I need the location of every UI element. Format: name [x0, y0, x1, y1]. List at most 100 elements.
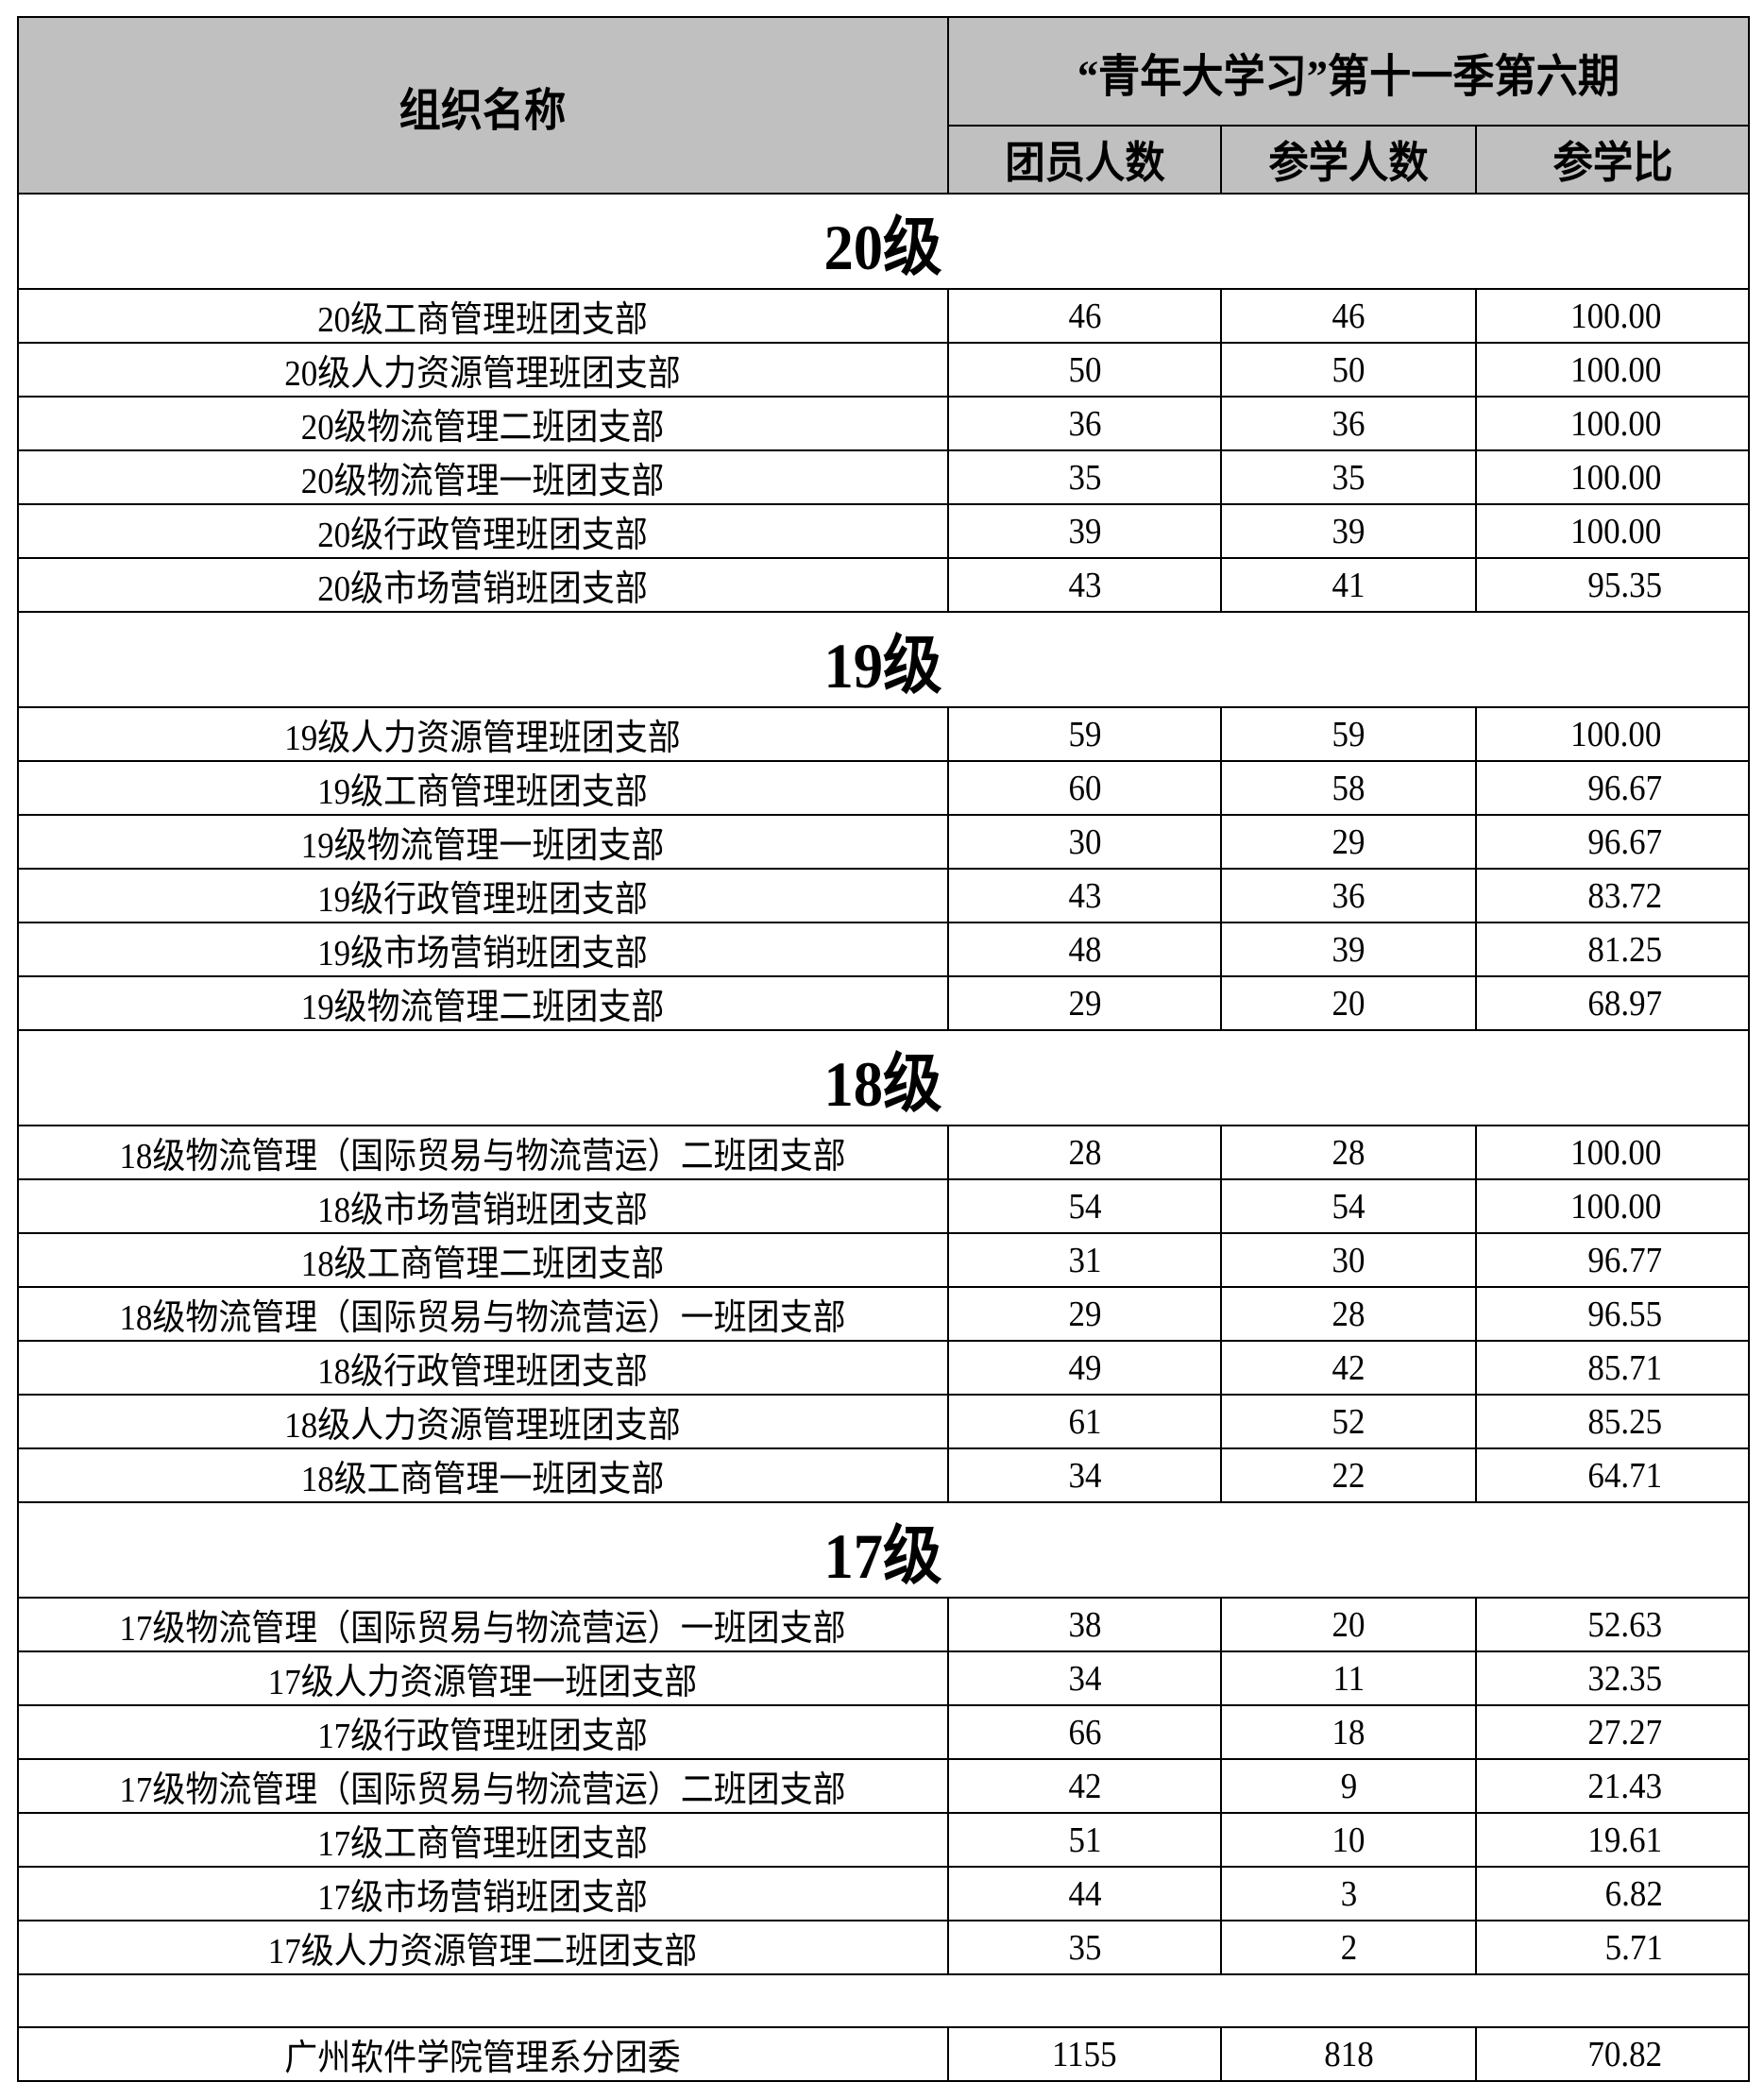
header-ratio: 参学比 — [1475, 125, 1750, 195]
table-row: 17级人力资源管理一班团支部 34 11 32.35 — [17, 1650, 1750, 1706]
participants-cell: 39 — [1220, 922, 1477, 977]
table-row: 17级行政管理班团支部 66 18 27.27 — [17, 1704, 1750, 1760]
participants-cell: 28 — [1220, 1125, 1477, 1180]
org-name-cell: 18级工商管理二班团支部 — [17, 1232, 949, 1288]
ratio-cell: 96.67 — [1475, 760, 1750, 816]
ratio-cell: 5.71 — [1475, 1920, 1750, 1975]
participants-cell: 9 — [1220, 1758, 1477, 1814]
participants-cell: 30 — [1220, 1232, 1477, 1288]
members-cell: 48 — [947, 922, 1222, 977]
members-cell: 61 — [947, 1394, 1222, 1449]
table-row: 17级工商管理班团支部 51 10 19.61 — [17, 1812, 1750, 1868]
table-row: 18级人力资源管理班团支部 61 52 85.25 — [17, 1394, 1750, 1449]
members-cell: 38 — [947, 1597, 1222, 1652]
participants-cell: 11 — [1220, 1650, 1477, 1706]
ratio-cell: 68.97 — [1475, 975, 1750, 1031]
org-name-cell: 19级市场营销班团支部 — [17, 922, 949, 977]
table-row: 20级行政管理班团支部 39 39 100.00 — [17, 503, 1750, 559]
members-cell: 30 — [947, 814, 1222, 870]
org-name-cell: 20级人力资源管理班团支部 — [17, 342, 949, 398]
ratio-cell: 95.35 — [1475, 557, 1750, 613]
members-cell: 49 — [947, 1340, 1222, 1396]
org-name-cell: 19级人力资源管理班团支部 — [17, 706, 949, 762]
section-label: 19级 — [17, 611, 1750, 708]
participants-cell: 22 — [1220, 1447, 1477, 1503]
table-row: 19级市场营销班团支部 48 39 81.25 — [17, 922, 1750, 977]
header-participants: 参学人数 — [1220, 125, 1477, 195]
blank-row — [17, 1973, 1750, 2028]
participants-cell: 18 — [1220, 1704, 1477, 1760]
members-cell: 60 — [947, 760, 1222, 816]
participants-cell: 42 — [1220, 1340, 1477, 1396]
org-name-cell: 20级行政管理班团支部 — [17, 503, 949, 559]
ratio-cell: 6.82 — [1475, 1866, 1750, 1921]
ratio-cell: 96.77 — [1475, 1232, 1750, 1288]
members-cell: 31 — [947, 1232, 1222, 1288]
table-row: 19级行政管理班团支部 43 36 83.72 — [17, 868, 1750, 923]
members-cell: 1155 — [947, 2026, 1222, 2082]
table-row: 17级人力资源管理二班团支部 35 2 5.71 — [17, 1920, 1750, 1975]
participants-cell: 52 — [1220, 1394, 1477, 1449]
org-name-cell: 18级市场营销班团支部 — [17, 1178, 949, 1234]
members-cell: 59 — [947, 706, 1222, 762]
ratio-cell: 96.67 — [1475, 814, 1750, 870]
org-name-cell: 18级人力资源管理班团支部 — [17, 1394, 949, 1449]
members-cell: 44 — [947, 1866, 1222, 1921]
participants-cell: 20 — [1220, 1597, 1477, 1652]
ratio-cell: 52.63 — [1475, 1597, 1750, 1652]
participants-cell: 28 — [1220, 1286, 1477, 1342]
participants-cell: 3 — [1220, 1866, 1477, 1921]
table-row: 18级市场营销班团支部 54 54 100.00 — [17, 1178, 1750, 1234]
table-row: 19级工商管理班团支部 60 58 96.67 — [17, 760, 1750, 816]
table-row: 19级人力资源管理班团支部 59 59 100.00 — [17, 706, 1750, 762]
table-row: 20级物流管理二班团支部 36 36 100.00 — [17, 396, 1750, 451]
org-name-cell: 17级人力资源管理二班团支部 — [17, 1920, 949, 1975]
ratio-cell: 100.00 — [1475, 706, 1750, 762]
org-name-cell: 17级物流管理（国际贸易与物流营运）二班团支部 — [17, 1758, 949, 1814]
table-row: 20级人力资源管理班团支部 50 50 100.00 — [17, 342, 1750, 398]
members-cell: 34 — [947, 1447, 1222, 1503]
org-name-cell: 18级物流管理（国际贸易与物流营运）一班团支部 — [17, 1286, 949, 1342]
org-name-cell: 20级物流管理二班团支部 — [17, 396, 949, 451]
members-cell: 35 — [947, 1920, 1222, 1975]
section-header-row: 17级 — [17, 1501, 1750, 1599]
participants-cell: 41 — [1220, 557, 1477, 613]
ratio-cell: 83.72 — [1475, 868, 1750, 923]
ratio-cell: 100.00 — [1475, 503, 1750, 559]
participants-cell: 36 — [1220, 868, 1477, 923]
members-cell: 54 — [947, 1178, 1222, 1234]
members-cell: 34 — [947, 1650, 1222, 1706]
participants-cell: 35 — [1220, 449, 1477, 505]
participants-cell: 39 — [1220, 503, 1477, 559]
participants-cell: 10 — [1220, 1812, 1477, 1868]
org-name-cell: 17级物流管理（国际贸易与物流营运）一班团支部 — [17, 1597, 949, 1652]
ratio-cell: 96.55 — [1475, 1286, 1750, 1342]
header-period-title: “青年大学习”第十一季第六期 — [947, 16, 1750, 127]
table-row: 19级物流管理二班团支部 29 20 68.97 — [17, 975, 1750, 1031]
org-name-cell: 19级物流管理一班团支部 — [17, 814, 949, 870]
table-row: 18级物流管理（国际贸易与物流营运）二班团支部 28 28 100.00 — [17, 1125, 1750, 1180]
table-row: 18级工商管理二班团支部 31 30 96.77 — [17, 1232, 1750, 1288]
table-row: 18级物流管理（国际贸易与物流营运）一班团支部 29 28 96.55 — [17, 1286, 1750, 1342]
participants-cell: 59 — [1220, 706, 1477, 762]
ratio-cell: 21.43 — [1475, 1758, 1750, 1814]
header-members: 团员人数 — [947, 125, 1222, 195]
ratio-cell: 100.00 — [1475, 288, 1750, 344]
ratio-cell: 85.25 — [1475, 1394, 1750, 1449]
org-name-cell: 18级工商管理一班团支部 — [17, 1447, 949, 1503]
section-label: 18级 — [17, 1029, 1750, 1126]
org-name-cell: 17级市场营销班团支部 — [17, 1866, 949, 1921]
header-org-name: 组织名称 — [17, 16, 949, 195]
members-cell: 43 — [947, 868, 1222, 923]
participants-cell: 36 — [1220, 396, 1477, 451]
table-row: 17级市场营销班团支部 44 3 6.82 — [17, 1866, 1750, 1921]
ratio-cell: 81.25 — [1475, 922, 1750, 977]
ratio-cell: 100.00 — [1475, 1125, 1750, 1180]
org-name-cell: 17级人力资源管理一班团支部 — [17, 1650, 949, 1706]
org-name-cell: 19级行政管理班团支部 — [17, 868, 949, 923]
participants-cell: 2 — [1220, 1920, 1477, 1975]
members-cell: 46 — [947, 288, 1222, 344]
org-name-cell: 19级工商管理班团支部 — [17, 760, 949, 816]
participants-cell: 29 — [1220, 814, 1477, 870]
ratio-cell: 32.35 — [1475, 1650, 1750, 1706]
